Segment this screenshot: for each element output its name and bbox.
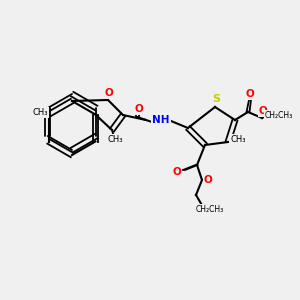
Text: CH₂CH₃: CH₂CH₃ (265, 110, 293, 119)
Text: CH₃: CH₃ (107, 134, 123, 143)
Text: CH₃: CH₃ (230, 134, 246, 143)
Text: O: O (105, 88, 113, 98)
Text: O: O (204, 175, 212, 185)
Text: CH₂CH₃: CH₂CH₃ (196, 205, 224, 214)
Text: O: O (172, 167, 182, 177)
Text: O: O (246, 89, 254, 99)
Text: CH₃: CH₃ (33, 108, 48, 117)
Text: O: O (259, 106, 267, 116)
Text: S: S (212, 94, 220, 104)
Text: O: O (135, 104, 143, 114)
Text: NH: NH (152, 115, 170, 125)
